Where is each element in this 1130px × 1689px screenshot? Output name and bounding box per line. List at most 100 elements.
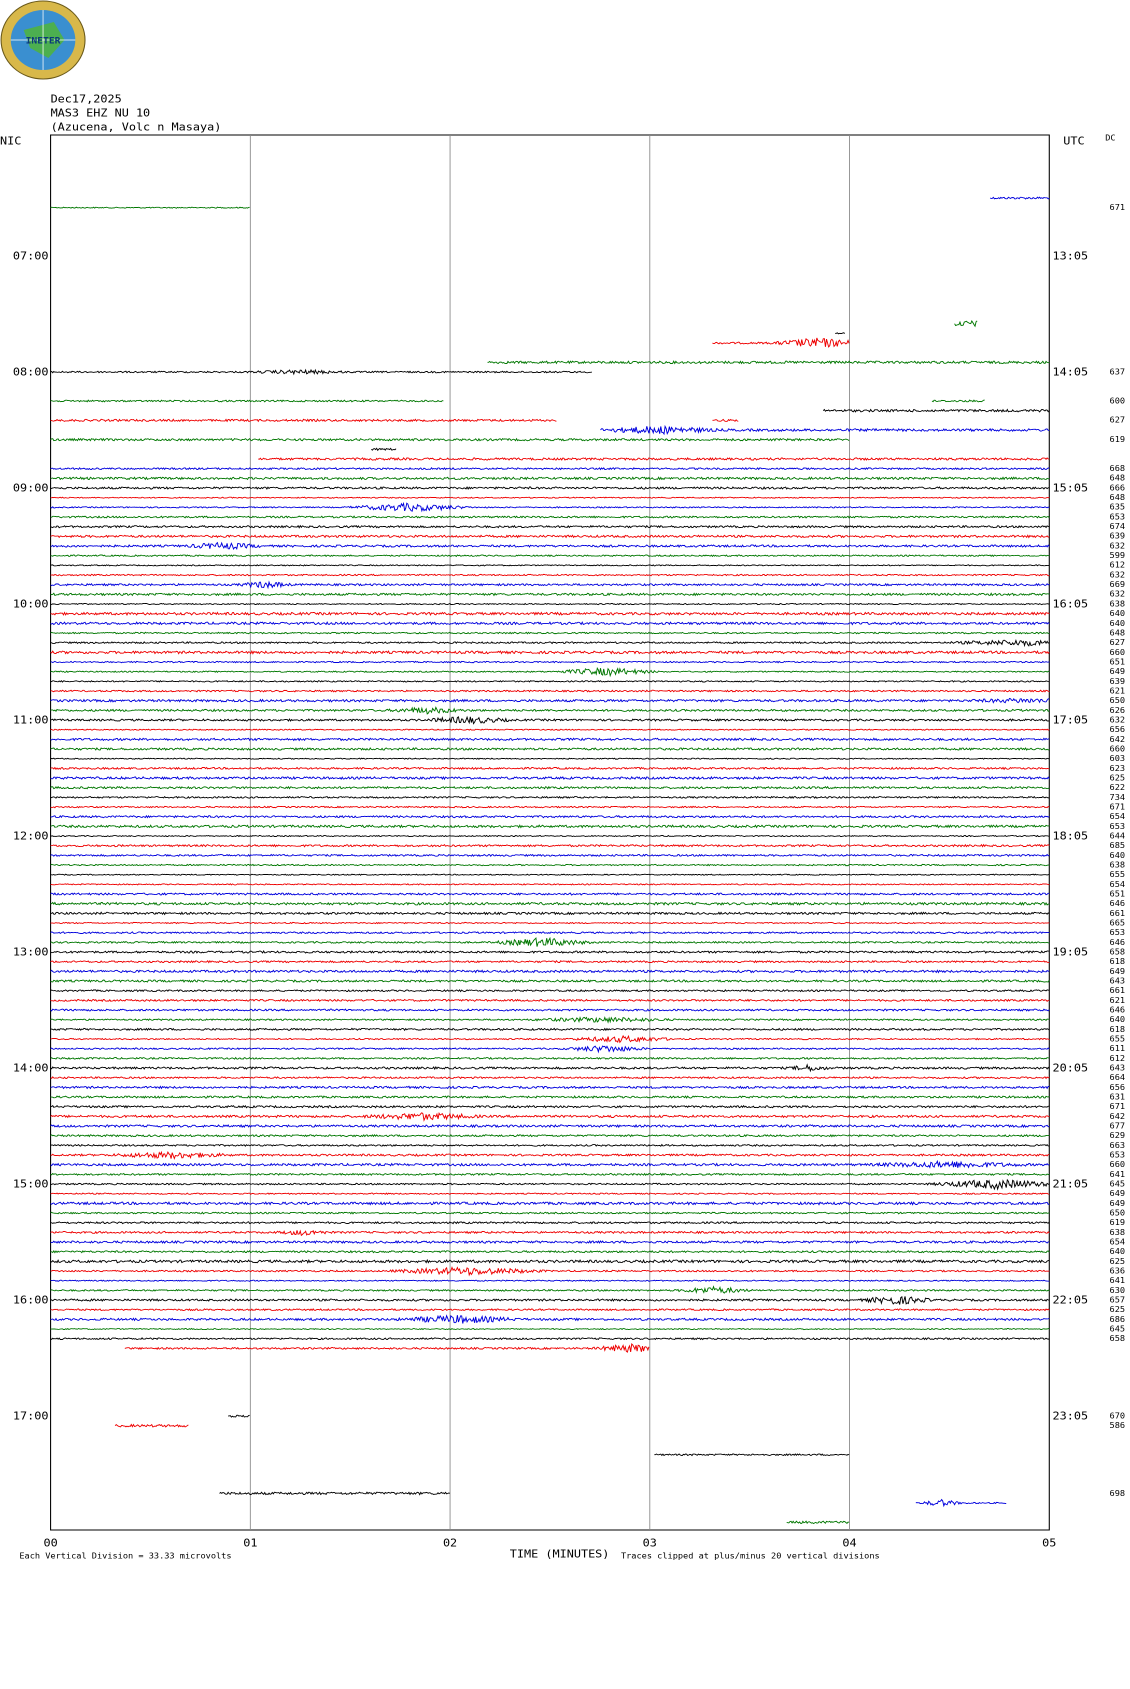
dc-value: 648 xyxy=(1110,492,1126,502)
trace xyxy=(835,332,846,335)
dc-value: 641 xyxy=(1110,1169,1126,1179)
trace xyxy=(50,631,1050,635)
logo: INETER xyxy=(0,0,86,80)
dc-value: 655 xyxy=(1110,869,1126,879)
trace xyxy=(931,399,985,403)
location: (Azucena, Volc n Masaya) xyxy=(51,120,222,133)
dc-value: 599 xyxy=(1110,550,1126,560)
dc-value: 670 xyxy=(1110,1411,1126,1421)
trace xyxy=(50,564,1050,567)
trace xyxy=(50,824,1050,829)
trace xyxy=(50,1045,1050,1054)
trace xyxy=(50,969,1050,974)
trace xyxy=(50,1076,1050,1080)
dc-value: 639 xyxy=(1110,531,1126,541)
trace xyxy=(50,950,1050,954)
dc-value: 640 xyxy=(1110,608,1126,618)
trace xyxy=(50,757,1050,760)
trace xyxy=(50,573,1050,577)
trace xyxy=(50,541,1050,551)
dc-value: 629 xyxy=(1110,1130,1126,1140)
trace xyxy=(50,785,1050,790)
right-time: 20:05 xyxy=(1053,1061,1089,1074)
dc-value: 651 xyxy=(1110,657,1126,667)
trace xyxy=(50,592,1050,597)
dc-value: 586 xyxy=(1110,1420,1126,1430)
dc-value: 686 xyxy=(1110,1314,1126,1324)
x-axis-title: TIME (MINUTES) xyxy=(510,1547,610,1560)
trace xyxy=(50,1034,1050,1044)
right-time: 14:05 xyxy=(1053,365,1089,378)
right-time: 18:05 xyxy=(1053,829,1089,842)
trace xyxy=(50,667,1050,678)
dc-value: 618 xyxy=(1110,956,1126,966)
dc-value: 649 xyxy=(1110,966,1126,976)
right-time: 13:05 xyxy=(1053,249,1089,262)
dc-value: 653 xyxy=(1110,821,1126,831)
trace xyxy=(50,621,1050,626)
trace xyxy=(50,892,1050,896)
dc-value: 638 xyxy=(1110,860,1126,870)
trace xyxy=(50,524,1050,529)
dc-value: 646 xyxy=(1110,937,1126,947)
trace xyxy=(50,834,1050,838)
trace xyxy=(915,1498,1007,1508)
trace xyxy=(50,1104,1050,1109)
dc-value: 661 xyxy=(1110,985,1126,995)
dc-value: 626 xyxy=(1110,705,1126,715)
dc-value: 668 xyxy=(1110,463,1126,473)
trace xyxy=(600,424,1050,436)
dc-value: 650 xyxy=(1110,695,1126,705)
dc-value: 646 xyxy=(1110,1005,1126,1015)
trace xyxy=(50,936,1050,947)
dc-value: 646 xyxy=(1110,898,1126,908)
dc-value: 611 xyxy=(1110,1043,1126,1053)
trace xyxy=(50,805,1050,809)
trace xyxy=(50,1229,1050,1237)
dc-value: 621 xyxy=(1110,686,1126,696)
trace xyxy=(50,639,1050,648)
dc-value: 622 xyxy=(1110,782,1126,792)
x-tick-label: 02 xyxy=(443,1536,457,1549)
trace xyxy=(50,418,557,423)
trace xyxy=(114,1423,189,1428)
dc-value: 630 xyxy=(1110,1285,1126,1295)
trace xyxy=(822,408,1050,413)
trace xyxy=(50,921,1050,925)
trace xyxy=(50,1027,1050,1032)
dc-value: 632 xyxy=(1110,715,1126,725)
trace xyxy=(50,1143,1050,1147)
dc-value: 658 xyxy=(1110,947,1126,957)
dc-value: 654 xyxy=(1110,879,1126,889)
dc-value: 640 xyxy=(1110,850,1126,860)
dc-value: 632 xyxy=(1110,541,1126,551)
dc-value: 621 xyxy=(1110,995,1126,1005)
trace xyxy=(50,959,1050,964)
trace xyxy=(50,1211,1050,1215)
dc-value: 648 xyxy=(1110,473,1126,483)
footer-right: Traces clipped at plus/minus 20 vertical… xyxy=(621,1551,880,1561)
left-axis-label: NIC xyxy=(0,134,21,147)
trace xyxy=(50,602,1050,606)
right-time: 23:05 xyxy=(1053,1409,1089,1422)
dc-value: 654 xyxy=(1110,811,1126,821)
trace xyxy=(219,1491,450,1496)
dc-value: 640 xyxy=(1110,618,1126,628)
trace xyxy=(50,1112,1050,1122)
trace xyxy=(50,697,1050,704)
trace xyxy=(50,1150,1050,1160)
trace xyxy=(50,989,1050,993)
dc-value: 623 xyxy=(1110,763,1126,773)
dc-value: 655 xyxy=(1110,1034,1126,1044)
dc-value: 603 xyxy=(1110,753,1126,763)
dc-value: 663 xyxy=(1110,1140,1126,1150)
logo-text: INETER xyxy=(26,36,61,47)
trace xyxy=(50,998,1050,1003)
dc-value: 671 xyxy=(1110,202,1126,212)
trace xyxy=(50,1249,1050,1254)
trace xyxy=(50,206,250,209)
dc-value: 637 xyxy=(1110,367,1126,377)
trace xyxy=(50,901,1050,906)
trace xyxy=(50,534,1050,539)
